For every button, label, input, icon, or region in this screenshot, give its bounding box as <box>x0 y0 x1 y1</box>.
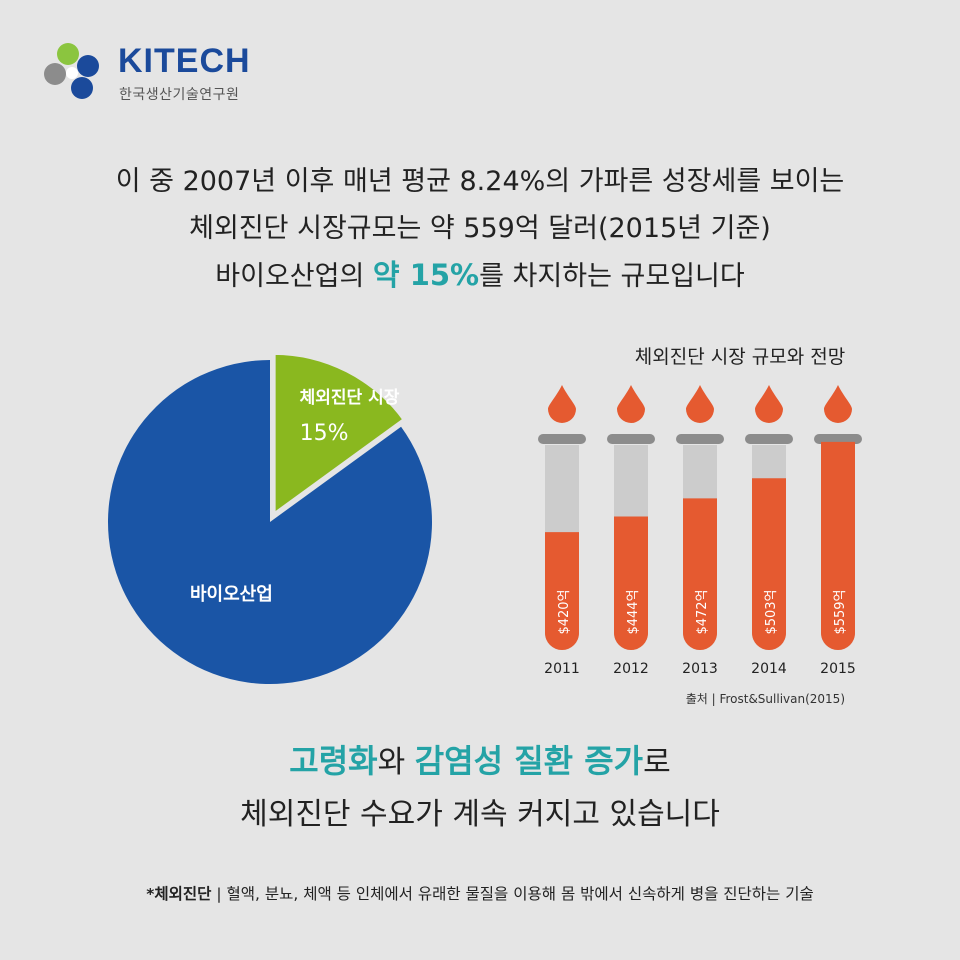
footnote: *체외진단 | 혈액, 분뇨, 체액 등 인체에서 유래한 물질을 이용해 몸 … <box>0 882 960 904</box>
tube-value-label: $503억 <box>764 589 779 634</box>
headline-line-3: 바이오산업의 약 15%를 차지하는 규모입니다 <box>0 252 960 300</box>
headline-line-2: 체외진단 시장규모는 약 559억 달러(2015년 기준) <box>189 213 771 244</box>
tube-fill <box>614 516 648 650</box>
test-tube-chart-svg: $420억 2011 $444억 2012 $472억 2013 $503억 2014 $559… <box>538 385 862 677</box>
test-tube-bar: $420억 2011 <box>538 385 586 677</box>
tube-fill <box>752 478 786 650</box>
kitech-logo-icon <box>44 43 99 99</box>
tube-value-label: $472억 <box>695 589 710 634</box>
droplet-icon <box>824 385 852 423</box>
test-tube-bar: $559억 2015 <box>814 385 862 677</box>
droplet-icon <box>755 385 783 423</box>
tube-cap <box>676 434 724 444</box>
bottom-text-1: 와 <box>377 745 415 780</box>
tube-cap <box>538 434 586 444</box>
bar-chart-title: 체외진단 시장 규모와 전망 <box>634 346 846 368</box>
tube-cap <box>814 434 862 444</box>
headline-line-3-post: 를 차지하는 규모입니다 <box>479 261 745 292</box>
footnote-term: *체외진단 <box>146 885 212 903</box>
headline-line-1: 이 중 2007년 이후 매년 평균 8.24%의 가파른 성장세를 보이는 <box>115 166 845 197</box>
footnote-definition: | 혈액, 분뇨, 체액 등 인체에서 유래한 물질을 이용해 몸 밖에서 신속… <box>211 885 814 903</box>
tube-year-label: 2014 <box>751 661 787 675</box>
headline-highlight: 약 15% <box>372 258 480 292</box>
bottom-highlight-aging: 고령화 <box>289 742 378 780</box>
tube-value-label: $444억 <box>626 589 641 634</box>
tube-fill <box>683 498 717 650</box>
test-tube-chart: $420억 2011 $444억 2012 $472억 2013 $503억 2014 $559… <box>530 375 950 677</box>
tube-year-label: 2012 <box>613 661 649 675</box>
tube-year-label: 2011 <box>544 661 580 675</box>
pie-chart-svg: 체외진단 시장 15% 바이오산업 <box>108 350 433 684</box>
tube-year-label: 2013 <box>682 661 718 675</box>
pie-chart: 체외진단 시장 15% 바이오산업 <box>100 350 440 700</box>
bottom-message: 고령화와 감염성 질환 증가로 체외진단 수요가 계속 커지고 있습니다 <box>0 735 960 841</box>
tube-value-label: $420억 <box>557 589 572 634</box>
test-tube-bar: $503억 2014 <box>745 385 793 677</box>
pie-label-ivd-market: 체외진단 시장 <box>300 388 400 408</box>
pie-value-ivd-market: 15% <box>300 421 349 446</box>
headline: 이 중 2007년 이후 매년 평균 8.24%의 가파른 성장세를 보이는 체… <box>0 158 960 300</box>
test-tube-bar: $472억 2013 <box>676 385 724 677</box>
logo-name: KITECH <box>118 42 251 80</box>
chart-source: 출처 | Frost&Sullivan(2015) <box>685 692 845 706</box>
tube-value-label: $559억 <box>833 589 848 634</box>
bottom-line-1: 고령화와 감염성 질환 증가로 <box>0 735 960 789</box>
tube-cap <box>607 434 655 444</box>
bottom-highlight-infection: 감염성 질환 증가 <box>414 742 644 780</box>
pie-slice-bio-industry <box>108 360 433 684</box>
bottom-text-2: 로 <box>643 745 671 780</box>
headline-line-3-pre: 바이오산업의 <box>215 261 365 292</box>
tube-year-label: 2015 <box>820 661 856 675</box>
tube-cap <box>745 434 793 444</box>
tube-fill <box>821 441 855 650</box>
pie-label-bio-industry: 바이오산업 <box>190 584 273 605</box>
droplet-icon <box>686 385 714 423</box>
bottom-line-2: 체외진단 수요가 계속 커지고 있습니다 <box>240 797 720 832</box>
test-tube-bar: $444억 2012 <box>607 385 655 677</box>
kitech-logo: KITECH 한국생산기술연구원 <box>42 40 282 110</box>
droplet-icon <box>617 385 645 423</box>
pie-slice-ivd-market <box>271 350 408 519</box>
logo-subtitle: 한국생산기술연구원 <box>119 87 240 103</box>
tube-fill <box>545 532 579 650</box>
droplet-icon <box>548 385 576 423</box>
